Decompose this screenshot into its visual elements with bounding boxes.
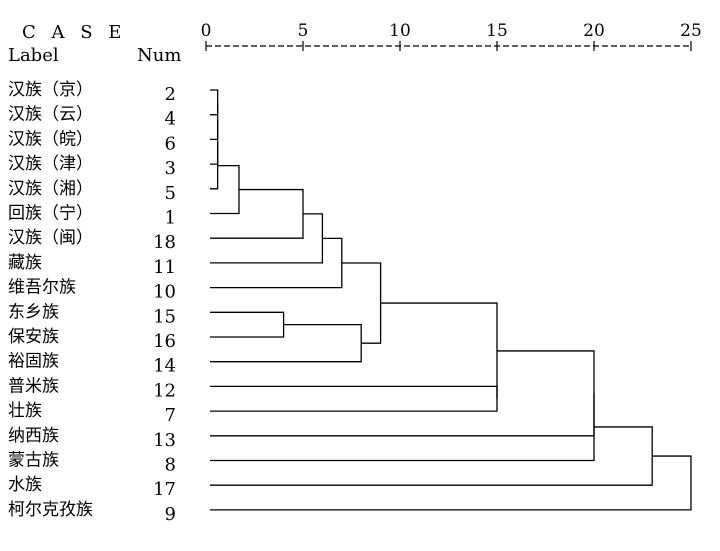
case-header: C A S E: [22, 22, 126, 43]
case-number: 3: [165, 158, 176, 179]
case-label: 汉族（津）: [8, 154, 93, 174]
dendrogram-link: [210, 455, 692, 511]
dendrogram-link: [210, 350, 595, 437]
dendrogram-link: [210, 120, 219, 165]
case-number: 16: [153, 331, 176, 352]
axis-tick-label: 10: [389, 21, 411, 41]
case-number: 6: [165, 133, 176, 154]
case-number: 11: [153, 257, 176, 278]
case-label: 蒙古族: [8, 451, 59, 471]
case-number: 13: [153, 430, 176, 451]
axis-tick-label: 15: [486, 21, 508, 41]
case-label: 柯尔克孜族: [8, 500, 93, 520]
case-label: 汉族（湘）: [8, 179, 93, 199]
dendrogram-link: [210, 324, 362, 363]
label-header: Label: [8, 45, 59, 66]
case-number: 5: [165, 183, 176, 204]
case-label: 汉族（皖）: [8, 129, 93, 149]
case-number: 7: [165, 405, 176, 426]
dendrogram-link: [210, 102, 219, 141]
case-label: 保安族: [8, 327, 59, 347]
case-number: 8: [165, 455, 176, 476]
case-number: 14: [153, 356, 176, 377]
dendrogram-link: [210, 311, 285, 338]
case-number: 2: [165, 84, 176, 105]
case-number: 17: [153, 479, 176, 500]
axis-tick-label: 0: [201, 21, 212, 41]
case-label: 回族（宁）: [8, 204, 93, 224]
dendrogram-link: [210, 89, 219, 116]
case-label: 壮族: [8, 401, 42, 421]
case-label: 汉族（闽）: [8, 228, 93, 248]
case-label: 裕固族: [8, 352, 59, 372]
case-number: 1: [165, 208, 176, 229]
case-label: 纳西族: [8, 426, 59, 446]
case-label: 维吾尔族: [8, 278, 76, 298]
dendrogram-link: [210, 385, 498, 412]
axis-tick-label: 25: [680, 21, 702, 41]
dendrogram-link: [210, 393, 595, 462]
axis-tick-label: 5: [298, 21, 309, 41]
distance-axis: 0 5 10 15 20 25: [201, 21, 702, 51]
num-header: Num: [137, 45, 181, 66]
case-label: 东乡族: [8, 302, 59, 322]
dendrogram-link: [380, 302, 498, 399]
case-number: 4: [165, 109, 176, 130]
case-number: 9: [165, 504, 176, 525]
axis-tick-label: 20: [583, 21, 605, 41]
case-number: 18: [153, 232, 176, 253]
dendrogram-link: [210, 142, 219, 190]
case-number: 10: [153, 282, 176, 303]
case-label: 水族: [8, 475, 42, 495]
case-label: 藏族: [8, 253, 42, 273]
dendrogram-link: [210, 164, 240, 215]
dendrogram-links: [210, 89, 692, 511]
case-rows: 汉族（京） 2 汉族（云） 4 汉族（皖） 6 汉族（津） 3 汉族（湘） 5 回族（宁） 1 汉族（闽…: [8, 80, 176, 525]
case-label: 普米族: [8, 376, 59, 396]
case-number: 15: [153, 306, 176, 327]
case-number: 12: [153, 380, 176, 401]
case-label: 汉族（京）: [8, 80, 93, 100]
case-label: 汉族（云）: [8, 105, 93, 125]
